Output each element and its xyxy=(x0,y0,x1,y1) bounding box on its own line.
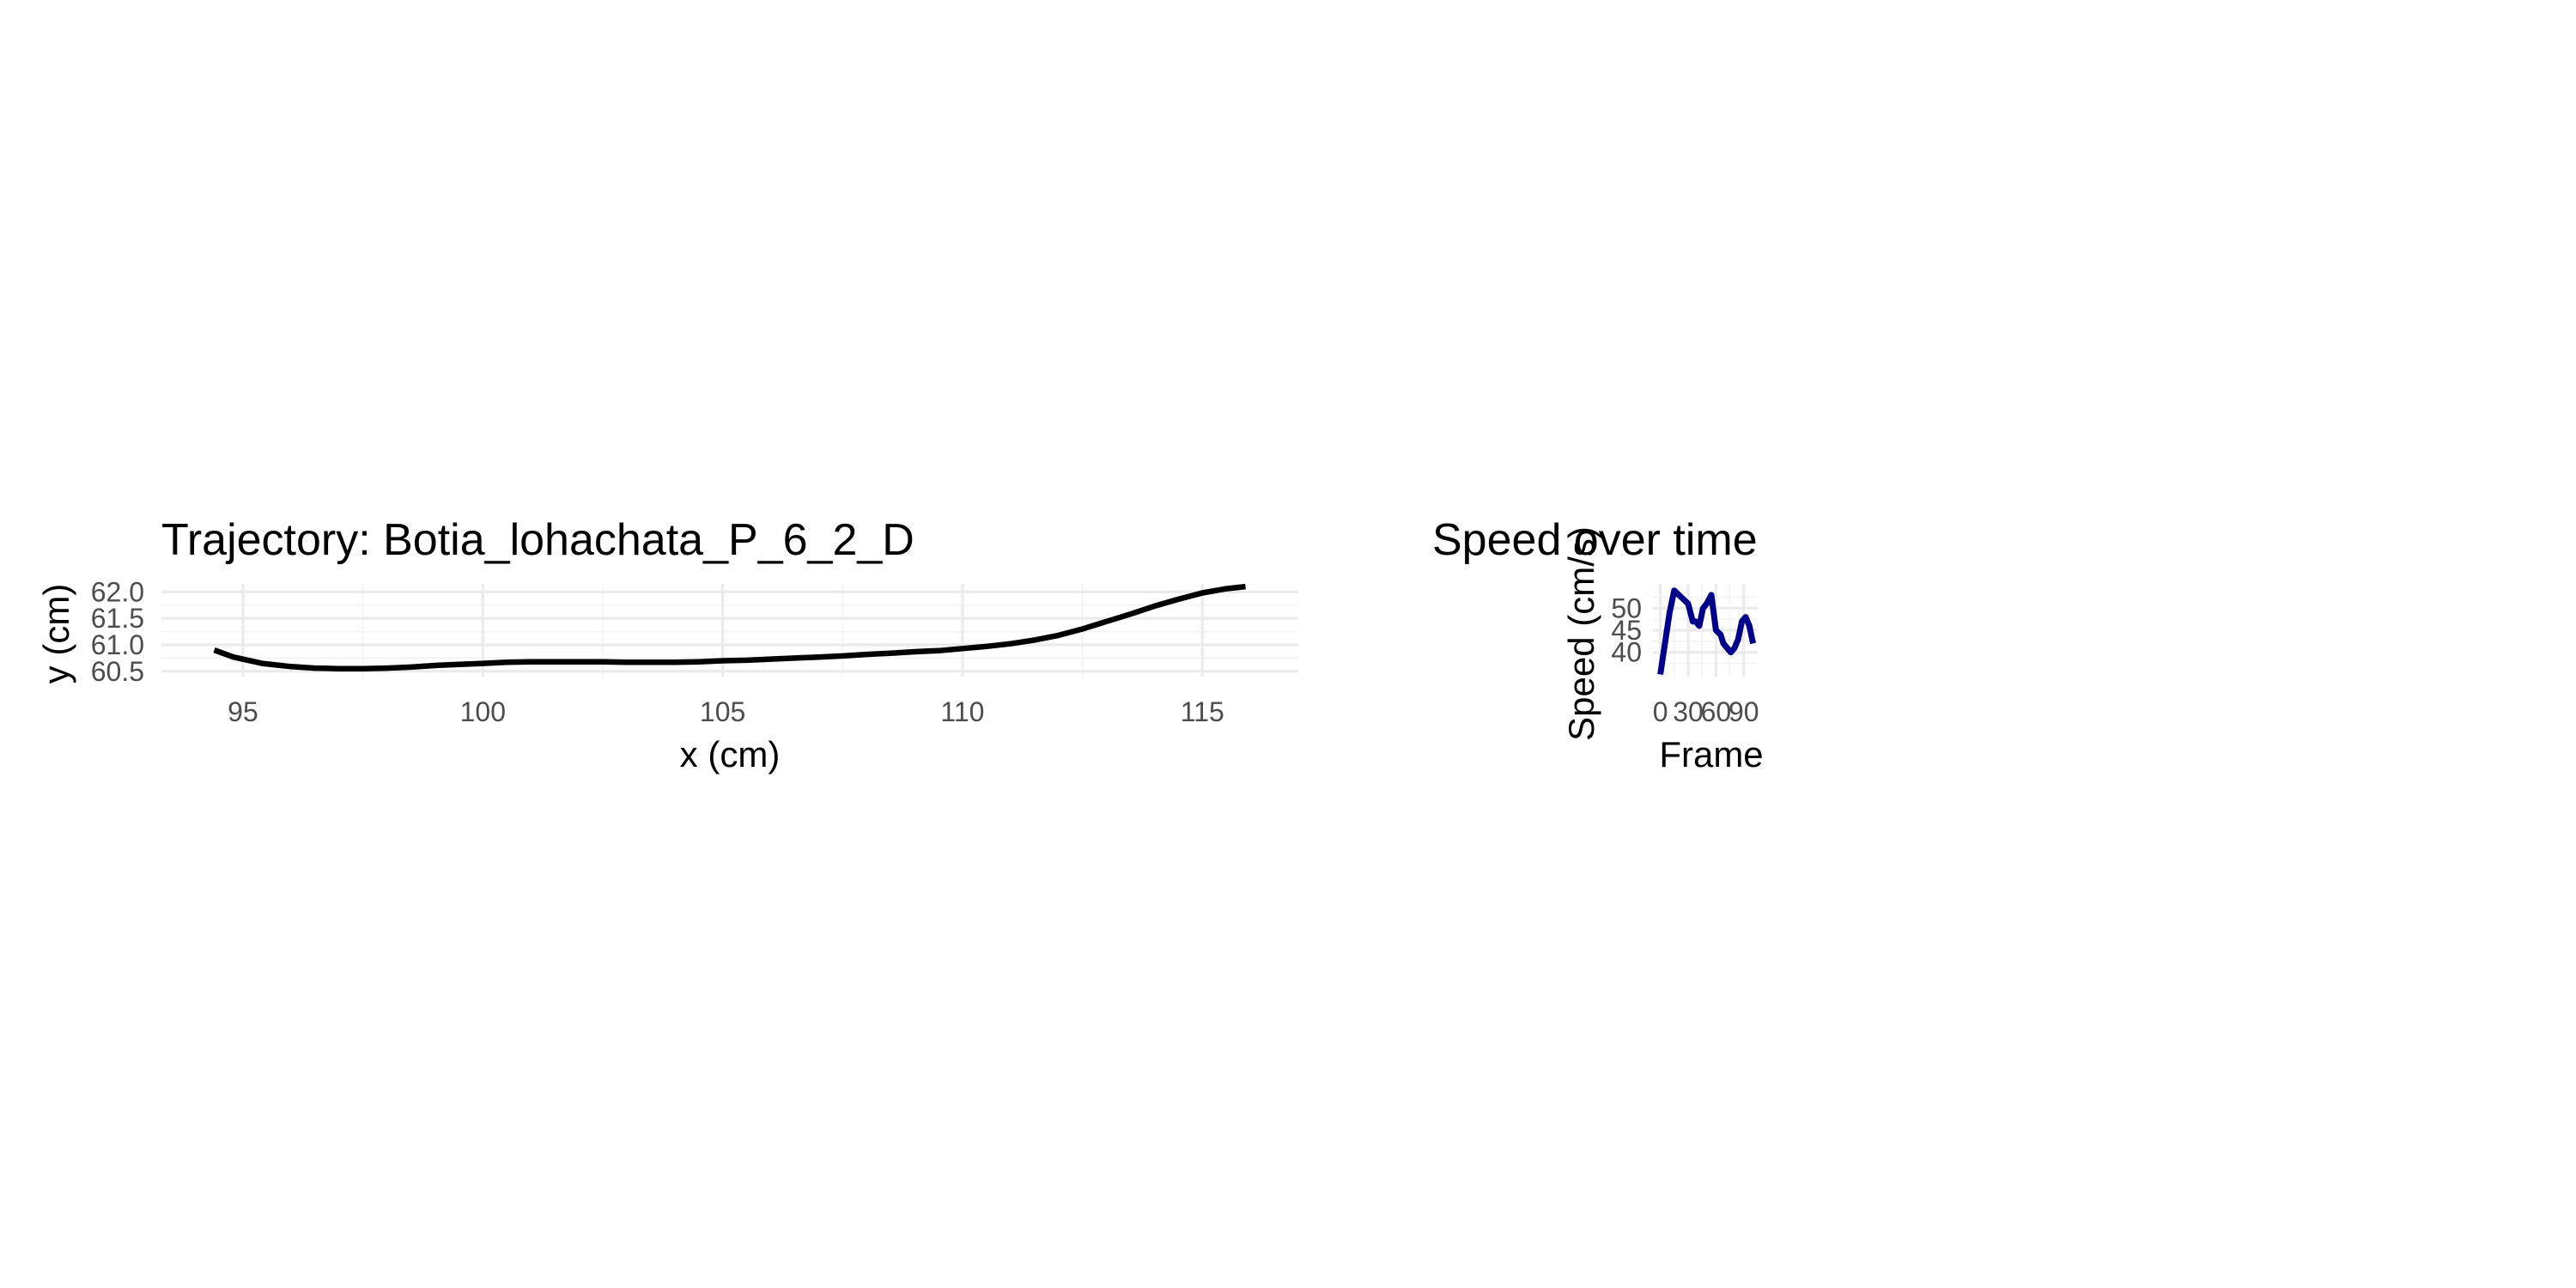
trajectory-panel: Trajectory: Botia_lohachata_P_6_2_D 95 10… xyxy=(36,515,1298,775)
speed-series-line xyxy=(1657,587,1757,675)
trajectory-x-tick-label: 95 xyxy=(228,696,258,727)
trajectory-y-tick-label: 61.0 xyxy=(91,629,144,660)
speed-x-tick-label: 30 xyxy=(1673,696,1704,727)
trajectory-y-tick-label: 62.0 xyxy=(91,576,144,607)
speed-title: Speed over time xyxy=(1432,515,1758,565)
trajectory-x-tick-label: 110 xyxy=(940,696,984,727)
speed-y-tick-label: 40 xyxy=(1611,637,1642,668)
trajectory-y-tick-label: 61.5 xyxy=(91,603,144,634)
trajectory-y-axis-title: y (cm) xyxy=(36,584,76,684)
trajectory-y-tick-label: 60.5 xyxy=(91,656,144,687)
trajectory-x-axis-title: x (cm) xyxy=(680,734,781,775)
trajectory-series xyxy=(213,583,1246,671)
trajectory-title: Trajectory: Botia_lohachata_P_6_2_D xyxy=(161,515,914,565)
speed-series xyxy=(1657,587,1757,675)
trajectory-x-tick-label: 105 xyxy=(700,696,745,727)
trajectory-x-tick-label: 100 xyxy=(460,696,506,727)
speed-x-tick-label: 90 xyxy=(1728,696,1759,727)
trajectory-x-tick-label: 115 xyxy=(1181,696,1224,727)
speed-y-tick-label: 45 xyxy=(1611,615,1642,646)
speed-y-tick-label: 50 xyxy=(1611,592,1642,623)
speed-y-axis-title: Speed (cm/s) xyxy=(1561,526,1601,741)
speed-x-tick-label: 0 xyxy=(1653,696,1668,727)
trajectory-tick-labels: 95 100 105 110 115 60.561.061.562.0 xyxy=(91,576,1224,727)
trajectory-series-line xyxy=(213,583,1246,671)
speed-x-axis-title: Frame xyxy=(1659,734,1763,775)
speed-x-tick-label: 60 xyxy=(1701,696,1732,727)
